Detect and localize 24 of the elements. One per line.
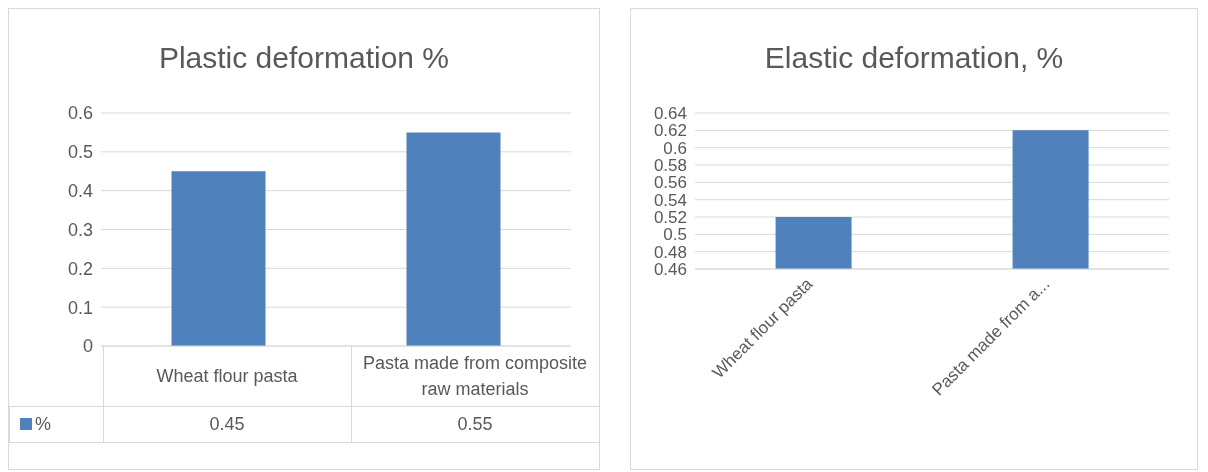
data-label: 0.55	[351, 406, 599, 442]
y-tick-label: 0	[82, 336, 93, 357]
y-tick-label: 0.1	[67, 297, 93, 318]
x-tick-label: Wheat flour pasta	[103, 346, 351, 406]
y-tick-label: 0.5	[663, 225, 687, 245]
y-tick-label: 0.52	[653, 208, 687, 228]
chart-title: Plastic deformation %	[157, 41, 451, 76]
y-tick-label: 0.6	[67, 103, 93, 124]
y-tick-label: 0.48	[653, 242, 687, 262]
x-tick-label: Pasta made from composite raw materials	[351, 346, 599, 406]
y-tick-label: 0.64	[653, 104, 687, 124]
y-tick-label: 0.4	[67, 181, 93, 202]
y-tick-label: 0.46	[653, 260, 687, 280]
y-tick-label: 0.6	[663, 138, 687, 158]
y-tick-label: 0.56	[653, 173, 687, 193]
y-tick-label: 0.58	[653, 156, 687, 176]
chart-title: Elastic deformation, %	[763, 41, 1065, 76]
y-tick-label: 0.62	[653, 121, 687, 141]
legend-label: %	[9, 406, 103, 442]
y-tick-label: 0.5	[67, 142, 93, 163]
data-label: 0.45	[103, 406, 351, 442]
y-tick-label: 0.2	[67, 258, 93, 279]
y-tick-label: 0.3	[67, 219, 93, 240]
y-tick-label: 0.54	[653, 190, 687, 210]
